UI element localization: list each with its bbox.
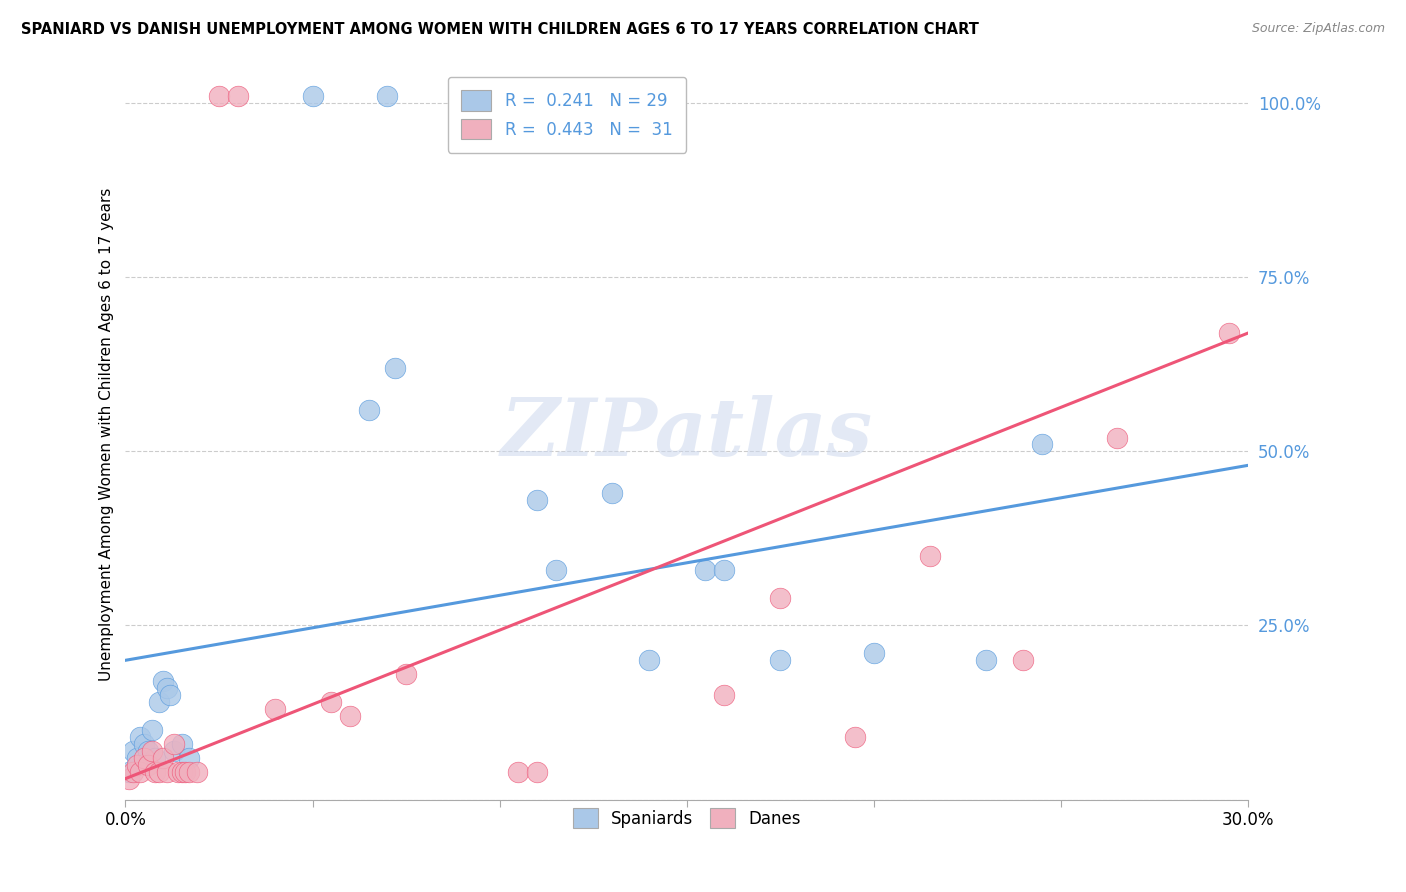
Text: SPANIARD VS DANISH UNEMPLOYMENT AMONG WOMEN WITH CHILDREN AGES 6 TO 17 YEARS COR: SPANIARD VS DANISH UNEMPLOYMENT AMONG WO… bbox=[21, 22, 979, 37]
Point bbox=[321, 695, 343, 709]
Point bbox=[713, 688, 735, 702]
Point bbox=[339, 709, 361, 723]
Point bbox=[156, 681, 179, 695]
Point bbox=[264, 702, 287, 716]
Point bbox=[526, 493, 548, 508]
Point bbox=[148, 764, 170, 779]
Point bbox=[118, 772, 141, 786]
Point bbox=[769, 653, 792, 667]
Point bbox=[136, 757, 159, 772]
Point bbox=[129, 764, 152, 779]
Text: Source: ZipAtlas.com: Source: ZipAtlas.com bbox=[1251, 22, 1385, 36]
Point bbox=[122, 744, 145, 758]
Point bbox=[526, 764, 548, 779]
Point bbox=[141, 723, 163, 737]
Point bbox=[862, 646, 884, 660]
Point bbox=[148, 695, 170, 709]
Point bbox=[177, 750, 200, 764]
Point bbox=[377, 89, 399, 103]
Point bbox=[134, 750, 156, 764]
Point bbox=[156, 764, 179, 779]
Point bbox=[170, 737, 193, 751]
Point bbox=[769, 591, 792, 605]
Point bbox=[544, 563, 567, 577]
Point bbox=[1105, 430, 1128, 444]
Point bbox=[152, 750, 174, 764]
Point bbox=[713, 563, 735, 577]
Point bbox=[125, 757, 148, 772]
Y-axis label: Unemployment Among Women with Children Ages 6 to 17 years: Unemployment Among Women with Children A… bbox=[100, 187, 114, 681]
Point bbox=[1031, 437, 1053, 451]
Point bbox=[141, 744, 163, 758]
Point bbox=[163, 744, 186, 758]
Point bbox=[208, 89, 231, 103]
Point bbox=[118, 764, 141, 779]
Point bbox=[152, 674, 174, 689]
Point bbox=[357, 402, 380, 417]
Point bbox=[918, 549, 941, 563]
Point bbox=[395, 667, 418, 681]
Point bbox=[122, 764, 145, 779]
Point bbox=[159, 688, 181, 702]
Point bbox=[974, 653, 997, 667]
Point bbox=[134, 737, 156, 751]
Point bbox=[174, 764, 197, 779]
Point bbox=[177, 764, 200, 779]
Legend: Spaniards, Danes: Spaniards, Danes bbox=[567, 801, 807, 835]
Point bbox=[170, 764, 193, 779]
Point bbox=[638, 653, 661, 667]
Point bbox=[145, 750, 167, 764]
Point bbox=[508, 764, 530, 779]
Text: ZIPatlas: ZIPatlas bbox=[501, 395, 873, 473]
Point bbox=[145, 764, 167, 779]
Point bbox=[301, 89, 323, 103]
Point bbox=[186, 764, 208, 779]
Point bbox=[1012, 653, 1035, 667]
Point bbox=[163, 737, 186, 751]
Point bbox=[125, 750, 148, 764]
Point bbox=[226, 89, 249, 103]
Point bbox=[844, 730, 866, 744]
Point bbox=[136, 744, 159, 758]
Point bbox=[166, 764, 188, 779]
Point bbox=[129, 730, 152, 744]
Point bbox=[1218, 326, 1240, 340]
Point bbox=[600, 486, 623, 500]
Point bbox=[384, 360, 406, 375]
Point bbox=[695, 563, 717, 577]
